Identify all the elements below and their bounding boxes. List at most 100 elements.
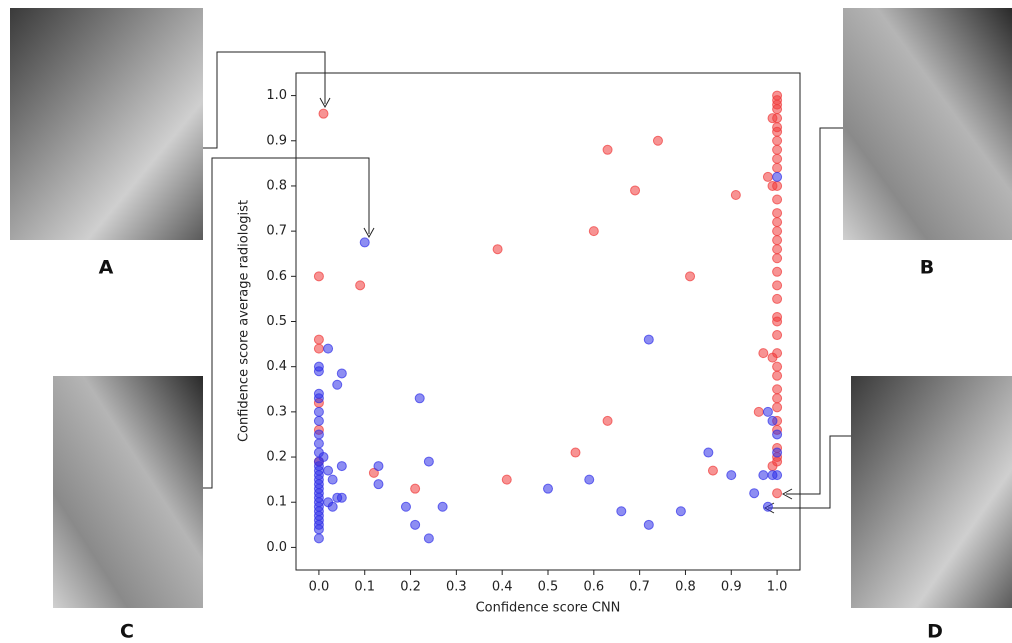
x-tick-label: 1.0: [767, 580, 788, 595]
panel-label: C: [120, 621, 134, 643]
data-point: [643, 519, 654, 530]
data-point: [772, 402, 783, 413]
data-point: [313, 406, 324, 417]
data-point: [762, 171, 773, 182]
data-point: [758, 348, 769, 359]
x-tick-label: 0.3: [446, 580, 467, 595]
y-tick-label: 0.2: [266, 450, 287, 465]
data-point: [758, 470, 769, 481]
xray-image: [851, 376, 1012, 608]
y-tick-label: 0.3: [266, 404, 287, 419]
panel-label: A: [99, 257, 114, 279]
data-point: [703, 447, 714, 458]
data-point: [313, 524, 324, 535]
panel-label: D: [927, 621, 943, 643]
data-point: [327, 501, 338, 512]
arrowhead: [363, 227, 375, 239]
data-point: [410, 483, 421, 494]
x-tick-label: 0.2: [400, 580, 421, 595]
connector: [203, 157, 370, 489]
data-point: [772, 180, 783, 191]
data-point: [437, 501, 448, 512]
data-point: [772, 393, 783, 404]
x-tick-label: 0.9: [721, 580, 742, 595]
data-point: [643, 334, 654, 345]
data-point: [772, 384, 783, 395]
data-point: [772, 361, 783, 372]
y-tick-label: 0.7: [266, 224, 287, 239]
data-point: [501, 474, 512, 485]
data-point: [318, 108, 329, 119]
data-point: [336, 492, 347, 503]
data-point: [423, 533, 434, 544]
data-point: [762, 501, 773, 512]
data-point: [332, 379, 343, 390]
x-tick-label: 0.5: [538, 580, 559, 595]
y-tick-label: 0.8: [266, 178, 287, 193]
y-tick-label: 0.5: [266, 314, 287, 329]
x-tick-label: 0.4: [492, 580, 513, 595]
data-point: [373, 479, 384, 490]
data-point: [772, 208, 783, 219]
data-point: [336, 368, 347, 379]
data-point: [652, 135, 663, 146]
data-point: [584, 474, 595, 485]
data-point: [772, 104, 783, 115]
panel-label: B: [920, 257, 934, 279]
x-tick-label: 0.1: [354, 580, 375, 595]
data-point: [772, 217, 783, 228]
data-point: [313, 415, 324, 426]
data-point: [602, 144, 613, 155]
x-tick-label: 0.0: [309, 580, 330, 595]
connector: [203, 51, 326, 149]
x-tick-label: 0.6: [583, 580, 604, 595]
data-point: [323, 465, 334, 476]
data-point: [726, 470, 737, 481]
x-axis-label: Confidence score CNN: [476, 601, 621, 616]
data-point: [373, 461, 384, 472]
data-point: [327, 474, 338, 485]
data-point: [323, 343, 334, 354]
data-point: [772, 226, 783, 237]
data-point: [675, 506, 686, 517]
data-point: [630, 185, 641, 196]
data-point: [772, 330, 783, 341]
data-point: [616, 506, 627, 517]
data-point: [772, 194, 783, 205]
data-point: [423, 456, 434, 467]
data-point: [730, 189, 741, 200]
data-point: [772, 153, 783, 164]
arrowhead: [319, 97, 331, 109]
data-point: [313, 533, 324, 544]
connector: [786, 127, 843, 495]
data-point: [359, 237, 370, 248]
xray-image: [53, 376, 203, 608]
data-point: [772, 162, 783, 173]
data-point: [543, 483, 553, 494]
data-point: [685, 271, 696, 282]
data-point: [772, 370, 783, 381]
data-point: [313, 271, 324, 282]
y-tick-label: 0.6: [266, 269, 287, 284]
y-axis-label: Confidence score average radiologist: [237, 200, 252, 442]
data-point: [355, 280, 366, 291]
data-point: [602, 415, 613, 426]
x-tick-label: 0.7: [629, 580, 650, 595]
data-point: [588, 226, 599, 237]
data-point: [313, 343, 324, 354]
data-point: [753, 406, 764, 417]
data-point: [772, 253, 783, 264]
x-tick-label: 0.8: [675, 580, 696, 595]
data-point: [336, 461, 347, 472]
data-point: [707, 465, 718, 476]
data-point: [762, 406, 773, 417]
connectors: [203, 51, 851, 514]
plot-frame: [295, 72, 801, 571]
data-point: [772, 244, 783, 255]
data-point: [313, 366, 324, 377]
data-point: [772, 316, 783, 327]
data-point: [313, 393, 324, 404]
data-point: [772, 113, 783, 124]
data-point: [772, 266, 783, 277]
